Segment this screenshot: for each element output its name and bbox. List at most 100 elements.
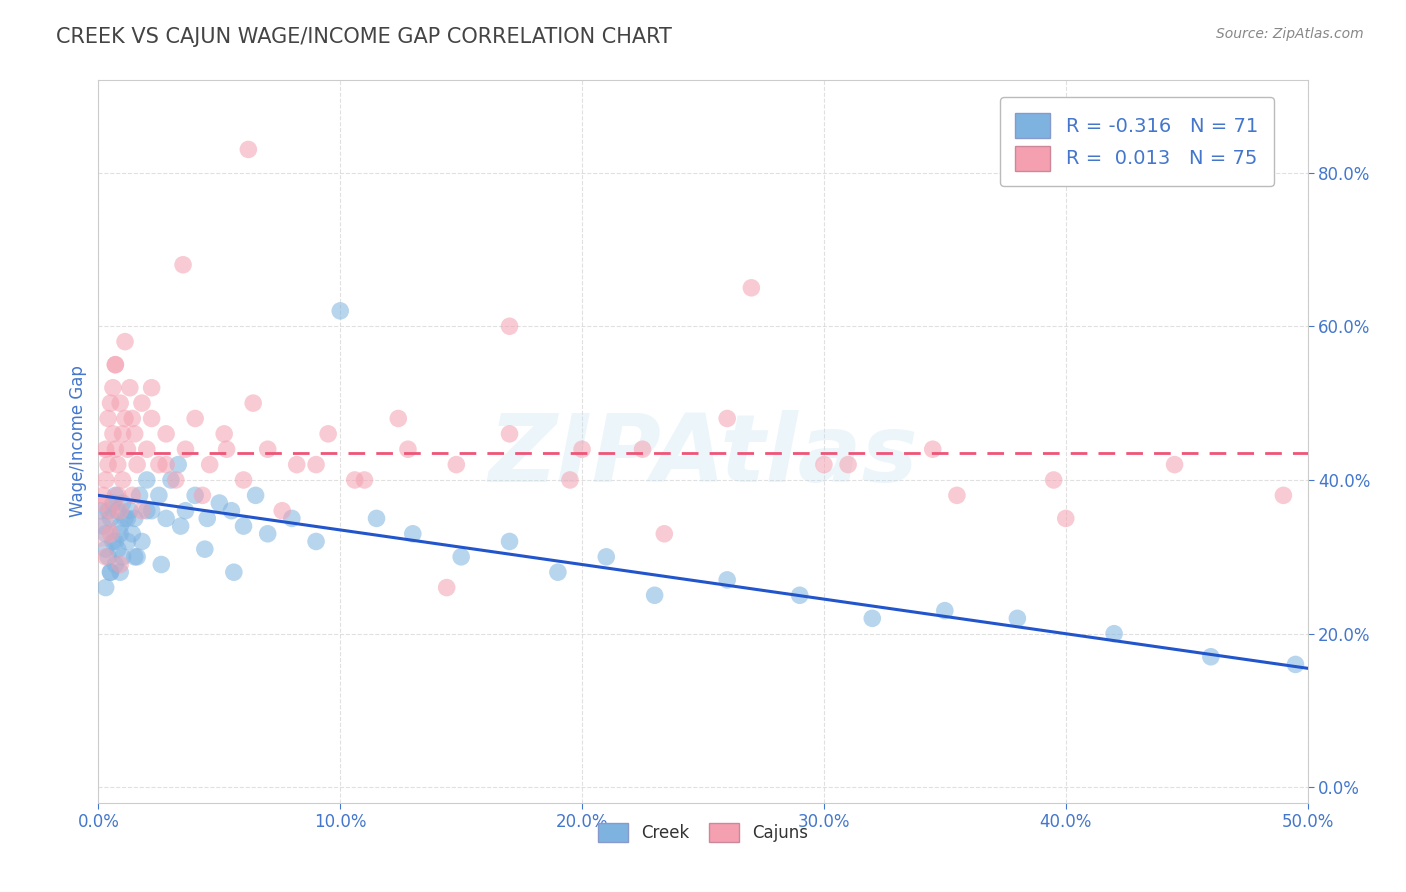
Point [91,488,114,502]
Point [104,558,127,572]
Point [366,511,388,525]
Point [396,442,419,457]
Point [860,611,883,625]
Point [118,381,141,395]
Point [141,381,163,395]
Point [108,396,131,410]
Point [172,258,194,272]
Point [305,534,328,549]
Point [117,534,139,549]
Point [127,458,149,472]
Point [111,473,134,487]
Point [450,549,472,564]
Point [107,488,129,502]
Point [652,526,675,541]
Point [155,458,177,472]
Point [94,549,117,564]
Point [135,473,157,487]
Point [946,488,969,502]
Point [111,549,134,564]
Point [135,442,157,457]
Point [716,411,738,425]
Point [117,511,139,525]
Point [167,458,190,472]
Point [212,426,235,441]
Point [934,604,956,618]
Point [329,304,352,318]
Point [1272,488,1295,502]
Point [128,488,150,502]
Point [198,458,221,472]
Point [595,549,617,564]
Point [104,442,127,457]
Point [1284,657,1306,672]
Point [100,511,122,525]
Point [281,511,304,525]
Point [1199,649,1222,664]
Point [90,504,112,518]
Point [100,396,122,410]
Point [107,504,129,518]
Point [141,504,163,518]
Point [150,558,173,572]
Point [271,504,294,518]
Point [184,411,207,425]
Point [107,458,129,472]
Point [114,411,136,425]
Text: CREEK VS CAJUN WAGE/INCOME GAP CORRELATION CHART: CREEK VS CAJUN WAGE/INCOME GAP CORRELATI… [56,27,672,46]
Point [114,334,136,349]
Point [256,442,278,457]
Point [789,588,811,602]
Point [108,565,131,579]
Point [101,426,124,441]
Point [343,473,366,487]
Text: Source: ZipAtlas.com: Source: ZipAtlas.com [1216,27,1364,41]
Point [242,396,264,410]
Point [101,496,124,510]
Point [148,458,170,472]
Point [644,588,666,602]
Point [97,549,120,564]
Text: ZIPAtlas: ZIPAtlas [488,410,918,502]
Point [165,473,187,487]
Y-axis label: Wage/Income Gap: Wage/Income Gap [69,366,87,517]
Point [238,143,260,157]
Point [436,581,458,595]
Point [104,488,127,502]
Point [232,519,254,533]
Point [90,496,112,510]
Point [402,526,425,541]
Point [547,565,569,579]
Point [387,411,409,425]
Point [124,549,146,564]
Point [141,411,163,425]
Point [169,519,191,533]
Point [184,488,207,502]
Point [114,511,136,525]
Point [1163,458,1185,472]
Point [121,411,143,425]
Point [91,519,114,533]
Point [104,358,127,372]
Point [94,526,117,541]
Point [94,473,117,487]
Point [108,526,131,541]
Point [124,426,146,441]
Point [160,473,183,487]
Point [131,396,153,410]
Point [97,411,120,425]
Point [256,526,278,541]
Point [121,488,143,502]
Point [100,565,122,579]
Point [104,358,127,372]
Point [135,504,157,518]
Point [124,511,146,525]
Point [107,542,129,557]
Point [558,473,581,487]
Point [194,542,217,557]
Point [100,504,122,518]
Point [285,458,308,472]
Point [100,526,122,541]
Point [571,442,593,457]
Point [1042,473,1064,487]
